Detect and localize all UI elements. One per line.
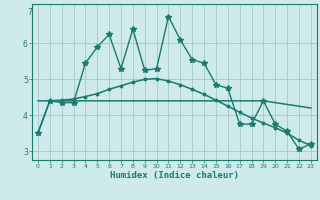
X-axis label: Humidex (Indice chaleur): Humidex (Indice chaleur) [110,171,239,180]
Text: 7: 7 [28,8,33,17]
